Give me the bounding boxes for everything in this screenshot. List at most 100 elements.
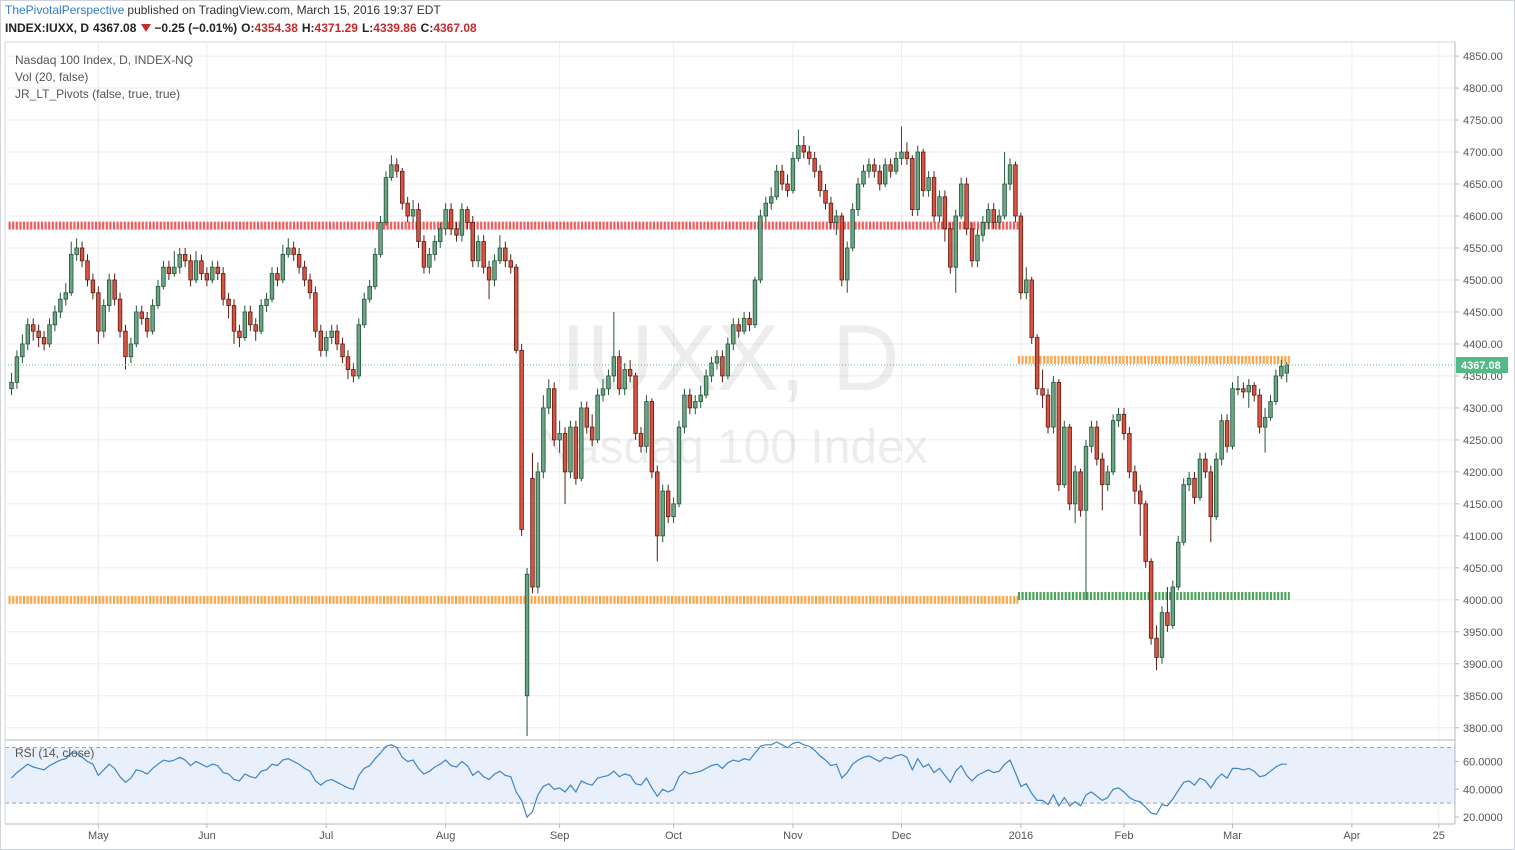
candle-body (421, 241, 427, 268)
candle-body (182, 253, 188, 262)
candle-body (731, 324, 736, 345)
candle-body (617, 356, 622, 390)
candle-body (324, 337, 329, 351)
candle-body (389, 164, 394, 179)
y-tick-label: 4550.00 (1463, 243, 1503, 255)
candle-body (454, 228, 459, 236)
y-tick-label: 4400.00 (1463, 339, 1503, 351)
candle-body (1034, 337, 1040, 390)
candle-body (1197, 458, 1203, 498)
candle-body (1257, 394, 1262, 428)
candle-body (253, 324, 258, 332)
candle-body (535, 471, 541, 588)
y-tick-label: 3850.00 (1463, 691, 1503, 703)
candle-body (340, 343, 345, 358)
candle-body (334, 330, 340, 345)
candle-body (600, 388, 606, 396)
candle-body (1040, 388, 1045, 396)
candle-body (36, 330, 41, 338)
candle-body (139, 311, 144, 319)
candle-body (779, 170, 785, 185)
candle-body (150, 305, 155, 332)
candle-body (503, 247, 508, 262)
y-tick-label: 4200.00 (1463, 467, 1503, 479)
candle-body (611, 356, 617, 377)
candle-body (910, 158, 915, 211)
candle-body (557, 433, 562, 441)
candle-body (633, 375, 638, 434)
candle-body (345, 356, 351, 370)
candle-body (144, 317, 150, 332)
candle-body (508, 260, 513, 268)
y-tick-label: 4150.00 (1463, 499, 1503, 511)
y-tick-label: 4450.00 (1463, 307, 1503, 319)
open-label: O: (241, 21, 255, 35)
candle-body (1100, 458, 1105, 486)
candle-body (481, 241, 486, 268)
candle-body (872, 164, 877, 172)
candle-body (1121, 413, 1127, 434)
candle-body (438, 228, 443, 242)
candle-body (96, 292, 101, 332)
candle-body (736, 324, 741, 332)
candle-body (329, 330, 334, 338)
x-tick-label: 25 (1433, 830, 1445, 842)
y-tick-label: 4050.00 (1463, 563, 1503, 575)
candle-body (1013, 164, 1018, 217)
candle-body (188, 260, 193, 281)
candle-body (953, 215, 958, 268)
y-tick-label: 4100.00 (1463, 531, 1503, 543)
x-tick-label: Nov (783, 830, 803, 842)
x-tick-label: Jun (198, 830, 216, 842)
low-label: L: (361, 21, 374, 35)
candle-body (172, 266, 177, 274)
y-tick-label: 4250.00 (1463, 435, 1503, 447)
candle-body (112, 279, 117, 300)
candle-body (725, 343, 731, 377)
candle-body (1186, 477, 1192, 486)
candle-body (969, 228, 975, 262)
candle-body (1235, 388, 1241, 391)
author[interactable]: ThePivotalPerspective (5, 3, 125, 17)
candle-body (562, 433, 568, 473)
candle-body (1083, 445, 1089, 511)
candle-body (1024, 279, 1029, 294)
down-arrow (141, 24, 152, 32)
x-tick-label: Mar (1223, 830, 1242, 842)
last-price-box (1456, 357, 1508, 374)
candle-body (269, 273, 275, 300)
candle-body (470, 221, 475, 262)
candle-body (530, 477, 535, 588)
candle-body (166, 266, 172, 274)
candle-body (1273, 375, 1279, 402)
candle-body (90, 279, 96, 294)
candle-body (627, 369, 633, 377)
candle-body (378, 221, 383, 255)
candle-body (975, 234, 980, 262)
candle-body (752, 279, 758, 326)
rsi-y-tick-label: 60.0000 (1463, 756, 1503, 768)
watermark-name: Nasdaq 100 Index (538, 421, 928, 474)
y-tick-label: 4000.00 (1463, 595, 1503, 607)
candle-body (465, 209, 470, 223)
candle-body (459, 209, 465, 236)
candle-body (622, 369, 627, 390)
y-tick-label: 3950.00 (1463, 627, 1503, 639)
candle-body (1018, 215, 1024, 294)
x-tick-label: Aug (436, 830, 456, 842)
x-tick-label: Sep (550, 830, 570, 842)
y-tick-label: 4650.00 (1463, 179, 1503, 191)
candle-body (584, 407, 589, 428)
legend-indicator: JR_LT_Pivots (false, true, true) (15, 87, 180, 101)
candle-body (926, 177, 931, 191)
candle-body (117, 298, 123, 332)
open-value: 4354.38 (254, 21, 298, 35)
candle-body (850, 209, 855, 249)
y-tick-label: 4750.00 (1463, 115, 1503, 127)
candle-body (416, 209, 421, 242)
candle-body (14, 356, 20, 383)
candle-body (1214, 458, 1219, 518)
